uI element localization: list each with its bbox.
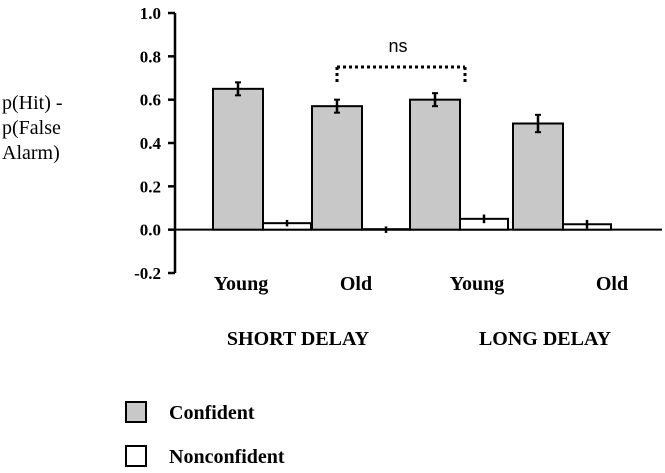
y-tick-label: 1.0 [140,4,161,23]
y-axis-label-line: Alarm) [2,142,60,164]
y-tick-label: 0.6 [140,91,161,110]
y-tick-label: 0.4 [140,134,162,153]
x-category-label: Young [450,273,504,295]
bar-confident [212,87,264,231]
bar-confident [409,98,461,231]
bar-confident [512,122,564,231]
legend-label: Nonconfident [169,446,285,468]
legend: Confident Nonconfident [125,401,285,468]
x-category-label: Old [340,273,372,295]
annotation-ns-label: ns [388,36,407,56]
y-axis-label-line: p(False [2,117,61,139]
y-tick-label: -0.2 [134,264,161,283]
significance-annotation: ns [335,36,467,85]
y-tick-label: 0.8 [140,47,161,66]
x-group-label: SHORT DELAY [227,328,370,350]
x-category-label: Young [214,273,268,295]
legend-label: Confident [169,402,255,424]
y-tick-label: 0.0 [140,221,161,240]
legend-swatch [125,445,147,467]
legend-swatch [125,401,147,423]
y-axis-label: p(Hit) - p(False Alarm) [2,92,63,164]
x-group-label: LONG DELAY [479,328,612,350]
x-category-label: Old [596,273,628,295]
bar-confident [311,105,363,231]
y-tick-label: 0.2 [140,177,161,196]
x-axis-labels: Young Old Young Old SHORT DELAY LONG DELAY [214,273,628,350]
y-axis-label-line: p(Hit) - [2,92,63,114]
bars [212,81,612,233]
